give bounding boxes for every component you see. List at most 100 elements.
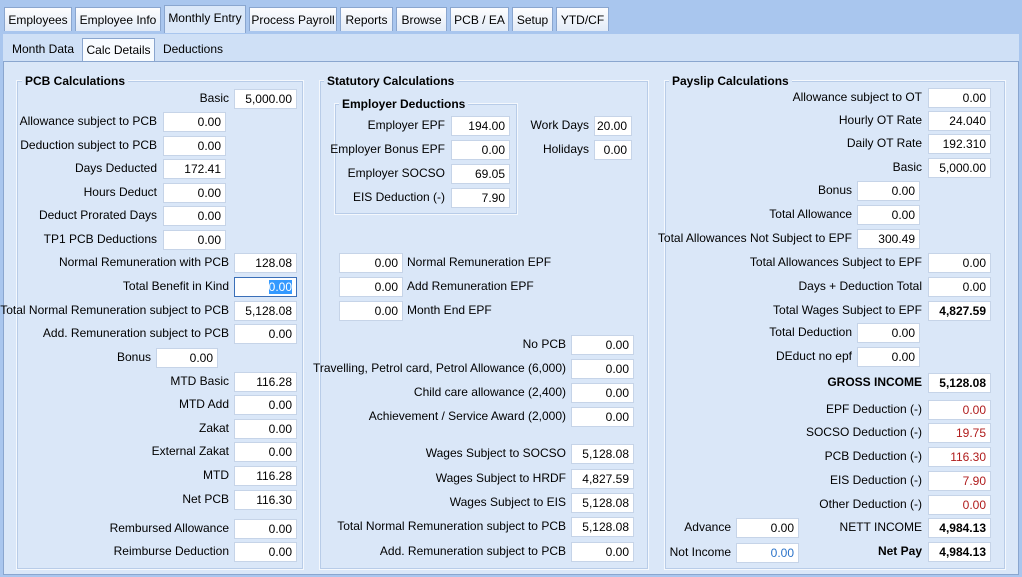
field-value: 5,128.08 (245, 304, 292, 318)
value-field[interactable]: 116.28 (234, 372, 297, 392)
field-label: Add. Remuneration subject to PCB (42, 326, 229, 340)
field-label: Total Benefit in Kind (122, 279, 229, 293)
value-field[interactable]: 0.00 (571, 542, 634, 562)
value-field[interactable]: 0.00 (163, 136, 226, 156)
field-value: 4,827.59 (582, 472, 629, 486)
main-tab[interactable]: YTD/CF (556, 7, 609, 31)
main-tab[interactable]: PCB / EA (450, 7, 509, 31)
field-value: 19.75 (955, 426, 986, 440)
value-field[interactable]: 24.040 (928, 111, 991, 131)
field-label: Wages Subject to HRDF (435, 471, 566, 485)
value-field[interactable]: 0.00 (594, 140, 632, 160)
field-label: Total Normal Remuneration subject to PCB (337, 519, 566, 533)
field-value: 5,128.08 (582, 447, 629, 461)
value-field[interactable]: 0.00 (156, 348, 218, 368)
field-value: 24.040 (949, 114, 986, 128)
main-tab[interactable]: Monthly Entry (164, 5, 246, 33)
value-field[interactable]: 0.00 (928, 495, 991, 515)
value-field[interactable]: 20.00 (594, 116, 632, 136)
value-field[interactable]: 0.00 (234, 519, 297, 539)
value-field[interactable]: 0.00 (163, 206, 226, 226)
value-field[interactable]: 0.00 (234, 395, 297, 415)
field-value: 4,984.13 (939, 545, 986, 559)
value-field[interactable]: 5,128.08 (234, 301, 297, 321)
field-value: 0.00 (197, 233, 221, 247)
field-value: 0.00 (197, 209, 221, 223)
field-label: Holidays (542, 142, 589, 156)
value-field[interactable]: 4,984.13 (928, 542, 991, 562)
field-value: 194.00 (468, 119, 505, 133)
value-field[interactable]: 0.00 (234, 542, 297, 562)
field-value: 0.00 (962, 498, 986, 512)
field-value: 7.90 (962, 474, 986, 488)
value-field[interactable]: 0.00 (857, 181, 920, 201)
sub-tab[interactable]: Deductions (162, 42, 224, 56)
field-label: PCB Deduction (-) (824, 449, 922, 463)
value-field[interactable]: 69.05 (451, 164, 510, 184)
value-field[interactable]: 19.75 (928, 423, 991, 443)
field-label: Rembursed Allowance (109, 521, 229, 535)
value-field[interactable]: 0.00 (234, 324, 297, 344)
value-field[interactable]: 0.00 (339, 277, 403, 297)
field-label: Reimburse Deduction (113, 544, 229, 558)
field-value: 0.00 (197, 186, 221, 200)
field-label: MTD (203, 468, 229, 482)
sub-tab[interactable]: Month Data (11, 42, 75, 56)
value-field[interactable]: 0.00 (928, 400, 991, 420)
value-field[interactable]: 0.00 (857, 205, 920, 225)
field-value: 0.00 (268, 422, 292, 436)
value-field[interactable]: 0.00 (163, 230, 226, 250)
field-label: Basic (892, 160, 922, 174)
value-field[interactable]: 4,827.59 (928, 301, 991, 321)
main-tab[interactable]: Employee Info (75, 7, 161, 31)
value-field[interactable]: 194.00 (451, 116, 510, 136)
value-field[interactable]: 0.00 (928, 253, 991, 273)
value-field[interactable]: 5,000.00 (234, 89, 297, 109)
value-field[interactable]: 7.90 (928, 471, 991, 491)
field-label: Total Allowance (769, 207, 852, 221)
value-field[interactable]: 0.00 (571, 359, 634, 379)
main-tab[interactable]: Reports (340, 7, 393, 31)
value-field[interactable]: 4,827.59 (571, 469, 634, 489)
value-field[interactable]: 5,128.08 (571, 517, 634, 537)
value-field[interactable]: 5,128.08 (571, 493, 634, 513)
value-field[interactable]: 0.00 (928, 277, 991, 297)
value-field[interactable]: 116.30 (928, 447, 991, 467)
value-field[interactable]: 172.41 (163, 159, 226, 179)
value-field[interactable]: 0.00 (339, 253, 403, 273)
main-tab[interactable]: Process Payroll (249, 7, 337, 31)
value-field[interactable]: 128.08 (234, 253, 297, 273)
main-tab[interactable]: Employees (4, 7, 72, 31)
value-field[interactable]: 0.00 (163, 112, 226, 132)
value-field[interactable]: 0.00 (571, 407, 634, 427)
value-field[interactable]: 300.49 (857, 229, 920, 249)
value-field[interactable]: 0.00 (339, 301, 403, 321)
field-label: GROSS INCOME (827, 375, 922, 389)
sub-tab[interactable]: Calc Details (82, 38, 155, 61)
value-field[interactable]: 0.00 (928, 88, 991, 108)
value-field[interactable]: 5,000.00 (928, 158, 991, 178)
group-title: PCB Calculations (22, 74, 129, 88)
value-field[interactable]: 116.30 (234, 490, 297, 510)
field-label: External Zakat (151, 444, 229, 458)
main-tab[interactable]: Setup (512, 7, 553, 31)
field-label: Achievement / Service Award (2,000) (368, 409, 566, 423)
value-field[interactable]: 0.00 (163, 183, 226, 203)
value-field[interactable]: 7.90 (451, 188, 510, 208)
value-field[interactable]: 192.310 (928, 134, 991, 154)
value-field[interactable]: 5,128.08 (928, 373, 991, 393)
value-field[interactable]: 0.00 (234, 419, 297, 439)
value-field[interactable]: 116.28 (234, 466, 297, 486)
value-field[interactable]: 0.00 (234, 277, 297, 297)
main-tab[interactable]: Browse (396, 7, 447, 31)
value-field[interactable]: 0.00 (571, 335, 634, 355)
value-field[interactable]: 0.00 (234, 442, 297, 462)
value-field[interactable]: 0.00 (571, 383, 634, 403)
value-field[interactable]: 0.00 (736, 543, 799, 563)
value-field[interactable]: 0.00 (451, 140, 510, 160)
value-field[interactable]: 0.00 (857, 323, 920, 343)
value-field[interactable]: 5,128.08 (571, 444, 634, 464)
value-field[interactable]: 0.00 (857, 347, 920, 367)
value-field[interactable]: 4,984.13 (928, 518, 991, 538)
value-field[interactable]: 0.00 (736, 518, 799, 538)
